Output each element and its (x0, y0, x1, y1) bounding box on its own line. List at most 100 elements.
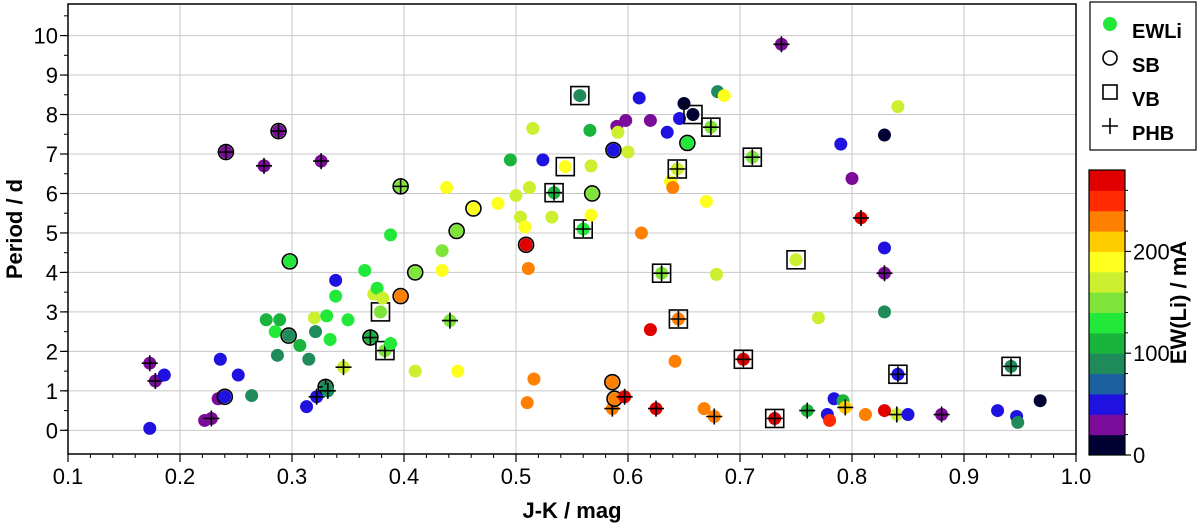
phb-plus-marker (392, 178, 409, 195)
ewli-circle-marker (605, 375, 619, 389)
data-point (323, 333, 337, 347)
data-point (141, 355, 158, 372)
x-tick-labels: 0.1 0.2 0.3 0.4 0.5 0.6 0.7 0.8 0.9 1.0 (53, 464, 1092, 489)
data-point (268, 325, 282, 339)
ewli-circle-marker (686, 108, 700, 122)
vb-square-marker (683, 104, 703, 125)
ewli-circle-marker (789, 253, 803, 267)
y-axis-label: Period / d (2, 179, 27, 279)
data-point (376, 291, 390, 305)
phb-plus-marker (546, 184, 563, 201)
data-point (465, 200, 482, 217)
ewli-circle-marker (268, 325, 282, 339)
data-points (141, 36, 1047, 435)
colorbar-segment (1089, 393, 1125, 415)
vb-square-marker (667, 159, 688, 179)
data-point (1001, 356, 1021, 377)
ewli-circle-marker (394, 289, 408, 303)
vb-square-marker (651, 263, 672, 284)
colorbar-tick-label: 100 (1133, 341, 1170, 366)
data-point (217, 143, 235, 161)
data-point (632, 91, 646, 105)
y-tick-label: 1 (46, 379, 58, 404)
phb-plus-marker (313, 153, 330, 170)
data-point (837, 399, 854, 416)
ewli-circle-marker (877, 305, 891, 319)
data-point (320, 309, 334, 323)
data-point (392, 287, 409, 305)
data-point (877, 128, 891, 142)
x-tick-label: 0.1 (53, 464, 84, 489)
data-point (604, 373, 621, 391)
ewli-circle-marker (293, 338, 307, 352)
plot-frame (67, 3, 1077, 455)
data-point (435, 263, 449, 277)
y-tick-label: 3 (46, 300, 58, 325)
data-point (651, 263, 672, 284)
data-point (435, 244, 449, 258)
data-point (583, 185, 601, 202)
ewli-circle-marker (584, 159, 598, 173)
ewli-circle-marker (834, 137, 848, 151)
legend-vb-marker (1102, 84, 1118, 100)
ewli-circle-marker (358, 263, 372, 277)
phb-plus-marker (735, 351, 752, 368)
data-point (742, 147, 763, 167)
phb-plus-marker (648, 400, 664, 417)
data-point (362, 329, 379, 346)
y-tick-label: 9 (46, 63, 58, 88)
ewli-circle-marker (606, 143, 620, 157)
x-tick-label: 0.8 (837, 464, 868, 489)
x-tick-label: 0.9 (949, 464, 980, 489)
data-point (648, 400, 664, 417)
data-point (392, 178, 409, 195)
data-point (203, 410, 220, 427)
data-point (520, 396, 534, 410)
colorbar-segment (1089, 332, 1125, 354)
data-point (877, 241, 891, 255)
data-point (605, 141, 622, 159)
data-point (877, 305, 891, 319)
data-point (699, 194, 713, 208)
legend-label: VB (1132, 89, 1160, 111)
data-point (451, 364, 465, 378)
data-point (231, 368, 245, 382)
data-point (157, 368, 171, 382)
data-point (440, 181, 454, 195)
phb-plus-marker (441, 312, 458, 329)
data-point (677, 96, 691, 110)
x-tick-label: 0.3 (277, 464, 308, 489)
y-tick-label: 2 (46, 339, 58, 364)
ewli-circle-marker (302, 352, 316, 366)
x-tick-label: 0.5 (501, 464, 532, 489)
phb-plus-marker (773, 36, 790, 53)
ewli-circle-marker (307, 311, 321, 325)
colorbar-segment (1089, 231, 1125, 252)
colorbar-segment (1089, 292, 1125, 313)
data-point (877, 404, 891, 418)
data-point (536, 153, 550, 167)
phb-plus-marker (933, 406, 950, 423)
x-tick-label: 0.4 (389, 464, 420, 489)
data-point (273, 313, 287, 327)
ewli-circle-marker (621, 145, 635, 159)
ewli-circle-marker (282, 329, 296, 343)
ewli-circle-marker (709, 267, 723, 281)
legend-entry: PHB (1102, 118, 1174, 145)
data-point (701, 117, 721, 137)
vb-square-marker (570, 85, 590, 106)
ewli-circle-marker (521, 261, 535, 275)
phb-plus-marker (653, 265, 670, 282)
ewli-circle-marker (518, 220, 532, 234)
ewli-circle-marker (1011, 415, 1025, 429)
vb-square-marker (701, 117, 721, 137)
ewli-circle-marker (509, 188, 523, 202)
colorbar-segment (1089, 414, 1125, 436)
colorbar-segment (1089, 434, 1125, 456)
data-point (799, 402, 816, 419)
data-point (888, 364, 908, 385)
data-point (256, 157, 272, 174)
ewli-circle-marker (619, 113, 633, 127)
y-tick-label: 7 (46, 142, 58, 167)
ewli-circle-marker (218, 390, 232, 404)
